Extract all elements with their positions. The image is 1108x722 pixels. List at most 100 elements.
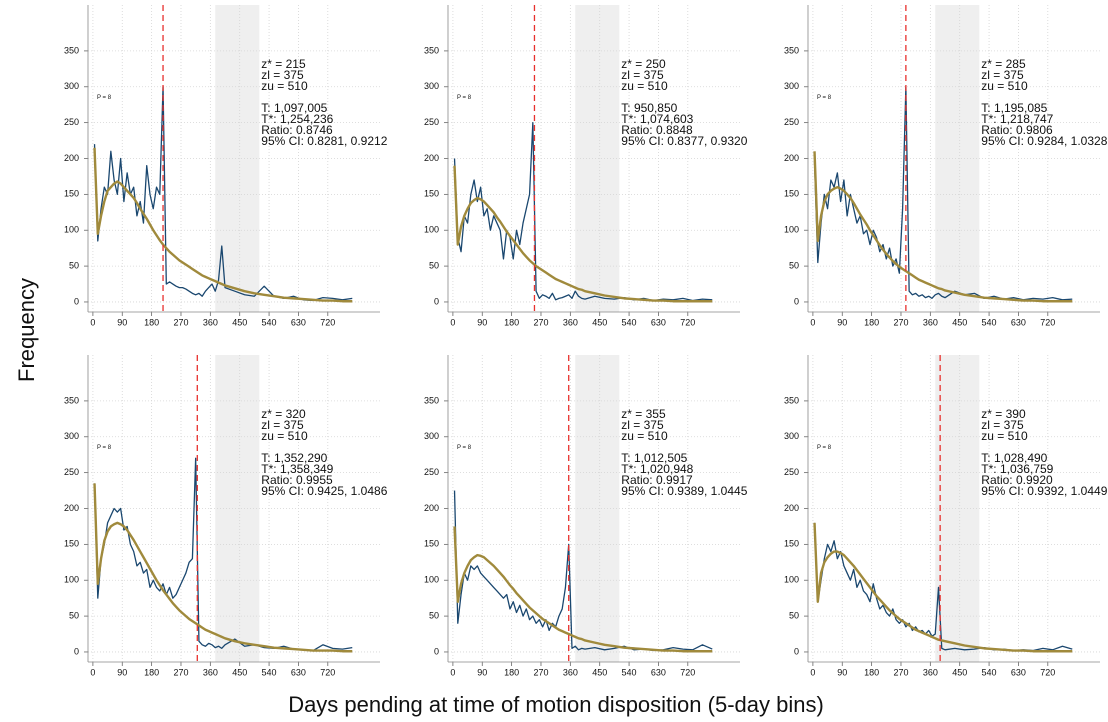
annotation: T: 1,097,005 xyxy=(261,101,327,115)
y-tick-label: 50 xyxy=(69,610,79,620)
x-tick-label: 270 xyxy=(173,667,188,677)
annotation: 95% CI: 0.9425, 1.0486 xyxy=(261,484,387,498)
series-line xyxy=(93,86,353,302)
x-tick-label: 90 xyxy=(117,317,127,327)
series-line xyxy=(453,165,713,303)
annotation: 95% CI: 0.9284, 1.0328 xyxy=(981,134,1107,148)
annotation: Ratio: 0.9917 xyxy=(621,473,693,487)
annotation: zu = 510 xyxy=(621,429,668,443)
y-tick-label: 50 xyxy=(789,260,799,270)
x-tick-label: 360 xyxy=(203,317,218,327)
x-tick-label: 540 xyxy=(982,317,997,327)
x-tick-label: 180 xyxy=(504,317,519,327)
annotation: z* = 285 xyxy=(981,57,1026,71)
annotation: T: 1,012,505 xyxy=(621,451,687,465)
y-tick-label: 50 xyxy=(69,260,79,270)
annotation: 95% CI: 0.9392, 1.0449 xyxy=(981,484,1107,498)
shaded-band xyxy=(575,355,620,662)
annotation: zu = 510 xyxy=(261,429,308,443)
y-tick-label: 0 xyxy=(434,296,439,306)
x-tick-label: 450 xyxy=(952,667,967,677)
x-tick-label: 270 xyxy=(173,317,188,327)
x-tick-label: 0 xyxy=(810,667,815,677)
p-label: P = 8 xyxy=(817,95,832,101)
x-tick-label: 450 xyxy=(592,317,607,327)
series-line xyxy=(813,151,1073,303)
annotation: Ratio: 0.8848 xyxy=(621,123,693,137)
y-tick-label: 150 xyxy=(424,539,439,549)
y-tick-label: 250 xyxy=(424,117,439,127)
panel: 0 50 100 150 200 250 300 350 0 90 180 270 360 450 540 6… xyxy=(784,355,1108,677)
x-tick-label: 270 xyxy=(533,317,548,327)
x-tick-label: 90 xyxy=(837,317,847,327)
y-axis-label: Frequency xyxy=(14,278,39,382)
y-tick-label: 300 xyxy=(784,431,799,441)
annotation: T: 1,028,490 xyxy=(981,451,1047,465)
p-label: P = 8 xyxy=(817,445,832,451)
annotation: T: 1,195,085 xyxy=(981,101,1047,115)
p-label: P = 8 xyxy=(457,445,472,451)
x-tick-label: 360 xyxy=(563,317,578,327)
x-tick-label: 360 xyxy=(203,667,218,677)
x-axis-label: Days pending at time of motion dispositi… xyxy=(288,692,824,717)
y-tick-label: 350 xyxy=(424,45,439,55)
annotation: T*: 1,036,759 xyxy=(981,462,1053,476)
y-tick-label: 50 xyxy=(429,260,439,270)
series-line xyxy=(93,147,353,303)
annotation: zl = 375 xyxy=(981,418,1024,432)
annotation: Ratio: 0.9920 xyxy=(981,473,1053,487)
x-tick-label: 720 xyxy=(1040,317,1055,327)
x-tick-label: 270 xyxy=(533,667,548,677)
x-tick-label: 90 xyxy=(477,667,487,677)
x-tick-label: 720 xyxy=(1040,667,1055,677)
y-tick-label: 100 xyxy=(64,575,79,585)
x-tick-label: 0 xyxy=(450,667,455,677)
x-tick-label: 720 xyxy=(320,667,335,677)
panel: 0 50 100 150 200 250 300 350 0 90 180 270 360 450 540 6… xyxy=(424,5,748,327)
y-tick-label: 150 xyxy=(64,189,79,199)
annotation: Ratio: 0.9955 xyxy=(261,473,333,487)
y-tick-label: 150 xyxy=(784,189,799,199)
x-tick-label: 720 xyxy=(680,317,695,327)
y-tick-label: 250 xyxy=(424,467,439,477)
y-tick-label: 300 xyxy=(424,81,439,91)
y-tick-label: 0 xyxy=(434,646,439,656)
y-tick-label: 0 xyxy=(74,646,79,656)
x-tick-label: 720 xyxy=(680,667,695,677)
shaded-band xyxy=(215,5,260,312)
p-label: P = 8 xyxy=(97,95,112,101)
x-tick-label: 540 xyxy=(622,667,637,677)
annotation: T*: 1,020,948 xyxy=(621,462,693,476)
y-tick-label: 100 xyxy=(424,575,439,585)
p-label: P = 8 xyxy=(97,445,112,451)
y-tick-label: 0 xyxy=(74,296,79,306)
series-line xyxy=(813,522,1073,653)
x-tick-label: 540 xyxy=(262,667,277,677)
x-tick-label: 0 xyxy=(450,317,455,327)
y-tick-label: 0 xyxy=(794,646,799,656)
x-tick-label: 630 xyxy=(1011,317,1026,327)
x-tick-label: 270 xyxy=(893,667,908,677)
y-tick-label: 150 xyxy=(784,539,799,549)
y-tick-label: 300 xyxy=(64,81,79,91)
series-line xyxy=(93,483,353,653)
x-tick-label: 540 xyxy=(982,667,997,677)
annotation: T*: 1,358,349 xyxy=(261,462,333,476)
y-tick-label: 100 xyxy=(784,575,799,585)
y-tick-label: 100 xyxy=(784,225,799,235)
x-tick-label: 630 xyxy=(651,667,666,677)
annotation: 95% CI: 0.8281, 0.9212 xyxy=(261,134,387,148)
y-tick-label: 350 xyxy=(64,45,79,55)
panel: 0 50 100 150 200 250 300 350 0 90 180 270 360 450 540 6… xyxy=(784,5,1108,327)
x-tick-label: 630 xyxy=(291,667,306,677)
shaded-band xyxy=(935,355,980,662)
annotation: zl = 375 xyxy=(621,418,664,432)
y-tick-label: 350 xyxy=(784,45,799,55)
x-tick-label: 630 xyxy=(291,317,306,327)
annotation: 95% CI: 0.8377, 0.9320 xyxy=(621,134,747,148)
y-tick-label: 100 xyxy=(64,225,79,235)
y-tick-label: 250 xyxy=(64,467,79,477)
annotation: 95% CI: 0.9389, 1.0445 xyxy=(621,484,747,498)
x-tick-label: 180 xyxy=(504,667,519,677)
x-tick-label: 450 xyxy=(232,667,247,677)
